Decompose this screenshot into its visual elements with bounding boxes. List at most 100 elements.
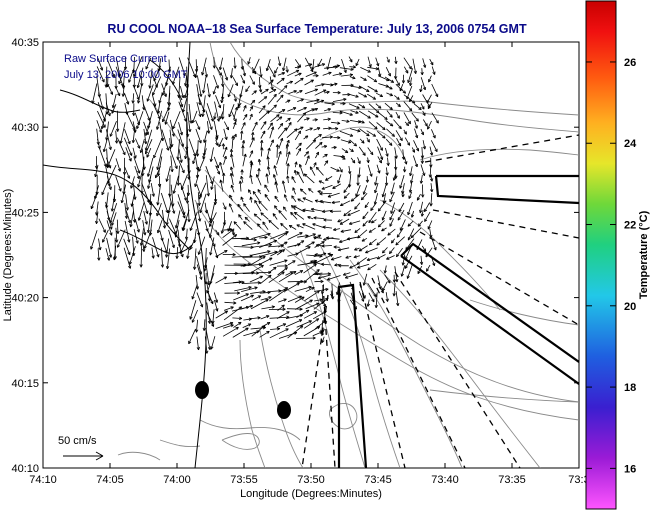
- current-vector: [95, 211, 99, 225]
- current-vector: [105, 248, 111, 261]
- current-vector: [250, 99, 256, 105]
- current-vector: [404, 137, 411, 146]
- current-vector: [115, 86, 121, 97]
- current-vector: [145, 139, 153, 155]
- current-vector: [257, 168, 261, 176]
- current-vector: [195, 319, 199, 333]
- current-vector: [312, 74, 319, 78]
- current-vector: [97, 248, 101, 261]
- current-vector: [321, 244, 332, 248]
- current-vector: [209, 237, 215, 256]
- current-vector: [407, 228, 415, 241]
- current-vector: [358, 92, 368, 98]
- current-vector: [153, 137, 163, 159]
- current-vector: [396, 247, 403, 258]
- current-vector: [195, 140, 200, 157]
- current-vector: [359, 284, 366, 299]
- current-vector: [222, 234, 238, 246]
- current-vector: [341, 58, 347, 73]
- current-vector: [164, 111, 170, 125]
- current-vector: [105, 129, 112, 150]
- current-vector: [259, 290, 271, 295]
- current-vector: [322, 225, 333, 229]
- current-vector: [358, 245, 368, 252]
- current-vector: [260, 130, 266, 139]
- current-vector: [425, 247, 433, 258]
- current-vector: [337, 219, 343, 223]
- current-vector: [249, 137, 255, 148]
- current-vector: [278, 241, 288, 248]
- current-vector: [431, 112, 439, 124]
- current-vector: [371, 219, 377, 224]
- current-vector: [410, 227, 422, 239]
- current-vector: [278, 137, 284, 149]
- current-vector: [377, 200, 387, 212]
- current-vector: [278, 210, 288, 221]
- current-vector: [381, 227, 387, 232]
- current-vector: [106, 237, 113, 258]
- current-vector: [401, 191, 405, 198]
- current-vector: [254, 199, 262, 212]
- current-vector: [143, 229, 152, 249]
- current-vector: [203, 257, 208, 272]
- current-vector: [240, 294, 254, 302]
- current-vector: [356, 174, 360, 186]
- current-vector: [335, 282, 340, 296]
- current-vector: [385, 120, 394, 127]
- current-vector: [249, 250, 271, 256]
- buoy-marker-east: [277, 401, 291, 419]
- current-vector: [294, 161, 298, 168]
- current-vector: [354, 247, 360, 251]
- current-vector: [429, 228, 433, 239]
- current-vector: [169, 119, 175, 137]
- current-vector: [319, 192, 332, 196]
- current-vector: [215, 130, 219, 141]
- colorbar-tick-label: 18: [624, 382, 636, 394]
- current-vector: [264, 184, 270, 193]
- current-vector: [222, 67, 229, 81]
- current-vector: [184, 228, 189, 240]
- current-vector: [243, 113, 248, 121]
- current-vector: [242, 271, 260, 275]
- current-vector: [106, 57, 115, 78]
- current-vector: [358, 146, 366, 156]
- current-vector: [392, 173, 397, 181]
- current-vector: [135, 138, 141, 149]
- current-vector: [321, 262, 331, 266]
- current-vector: [395, 111, 400, 119]
- current-vector: [403, 101, 413, 112]
- current-vector: [232, 121, 237, 130]
- current-vector: [385, 67, 391, 77]
- current-vector: [386, 255, 395, 260]
- y-axis-ticks: 40:10 40:15 40:20 40:25 40:30 40:35: [11, 37, 579, 475]
- current-vector: [326, 236, 340, 240]
- colorbar: [585, 0, 617, 510]
- current-vector: [342, 272, 351, 276]
- current-vector: [128, 246, 136, 265]
- current-vector: [287, 325, 304, 339]
- current-vector: [148, 68, 153, 89]
- current-vector: [251, 243, 272, 248]
- current-vector: [248, 189, 252, 195]
- current-vector: [325, 176, 333, 181]
- current-vector: [277, 56, 282, 67]
- current-vector: [312, 118, 318, 122]
- current-vector: [367, 66, 379, 71]
- current-vector: [386, 157, 390, 166]
- current-vector: [206, 83, 211, 98]
- current-vector: [97, 58, 104, 71]
- current-vector: [274, 205, 278, 211]
- current-vector: [178, 122, 183, 136]
- current-vector: [329, 209, 342, 213]
- current-vector: [221, 75, 225, 87]
- current-vector: [276, 151, 282, 165]
- current-vector: [168, 229, 175, 249]
- current-vector: [358, 85, 370, 92]
- current-vector: [229, 194, 234, 201]
- current-vector: [296, 320, 312, 328]
- current-vector: [136, 111, 144, 130]
- current-vector: [208, 221, 215, 238]
- current-vector: [321, 184, 333, 190]
- current-vector: [340, 229, 351, 233]
- current-vector: [308, 188, 314, 193]
